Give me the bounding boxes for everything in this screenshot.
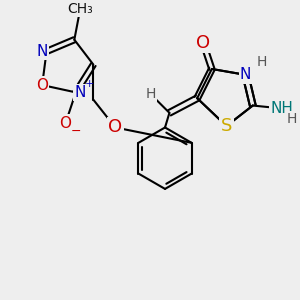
Text: O: O — [36, 78, 48, 93]
Text: CH₃: CH₃ — [67, 2, 93, 16]
Text: S: S — [221, 117, 232, 135]
Text: H: H — [287, 112, 298, 126]
Text: H: H — [145, 87, 156, 101]
Text: N: N — [37, 44, 48, 59]
Text: O: O — [108, 118, 122, 136]
Text: +: + — [85, 79, 94, 88]
Text: O: O — [196, 34, 210, 52]
Text: −: − — [70, 125, 81, 138]
Text: O: O — [60, 116, 72, 130]
Text: H: H — [256, 55, 267, 69]
Text: N: N — [240, 67, 251, 82]
Text: N: N — [74, 85, 86, 100]
Text: NH: NH — [271, 101, 293, 116]
